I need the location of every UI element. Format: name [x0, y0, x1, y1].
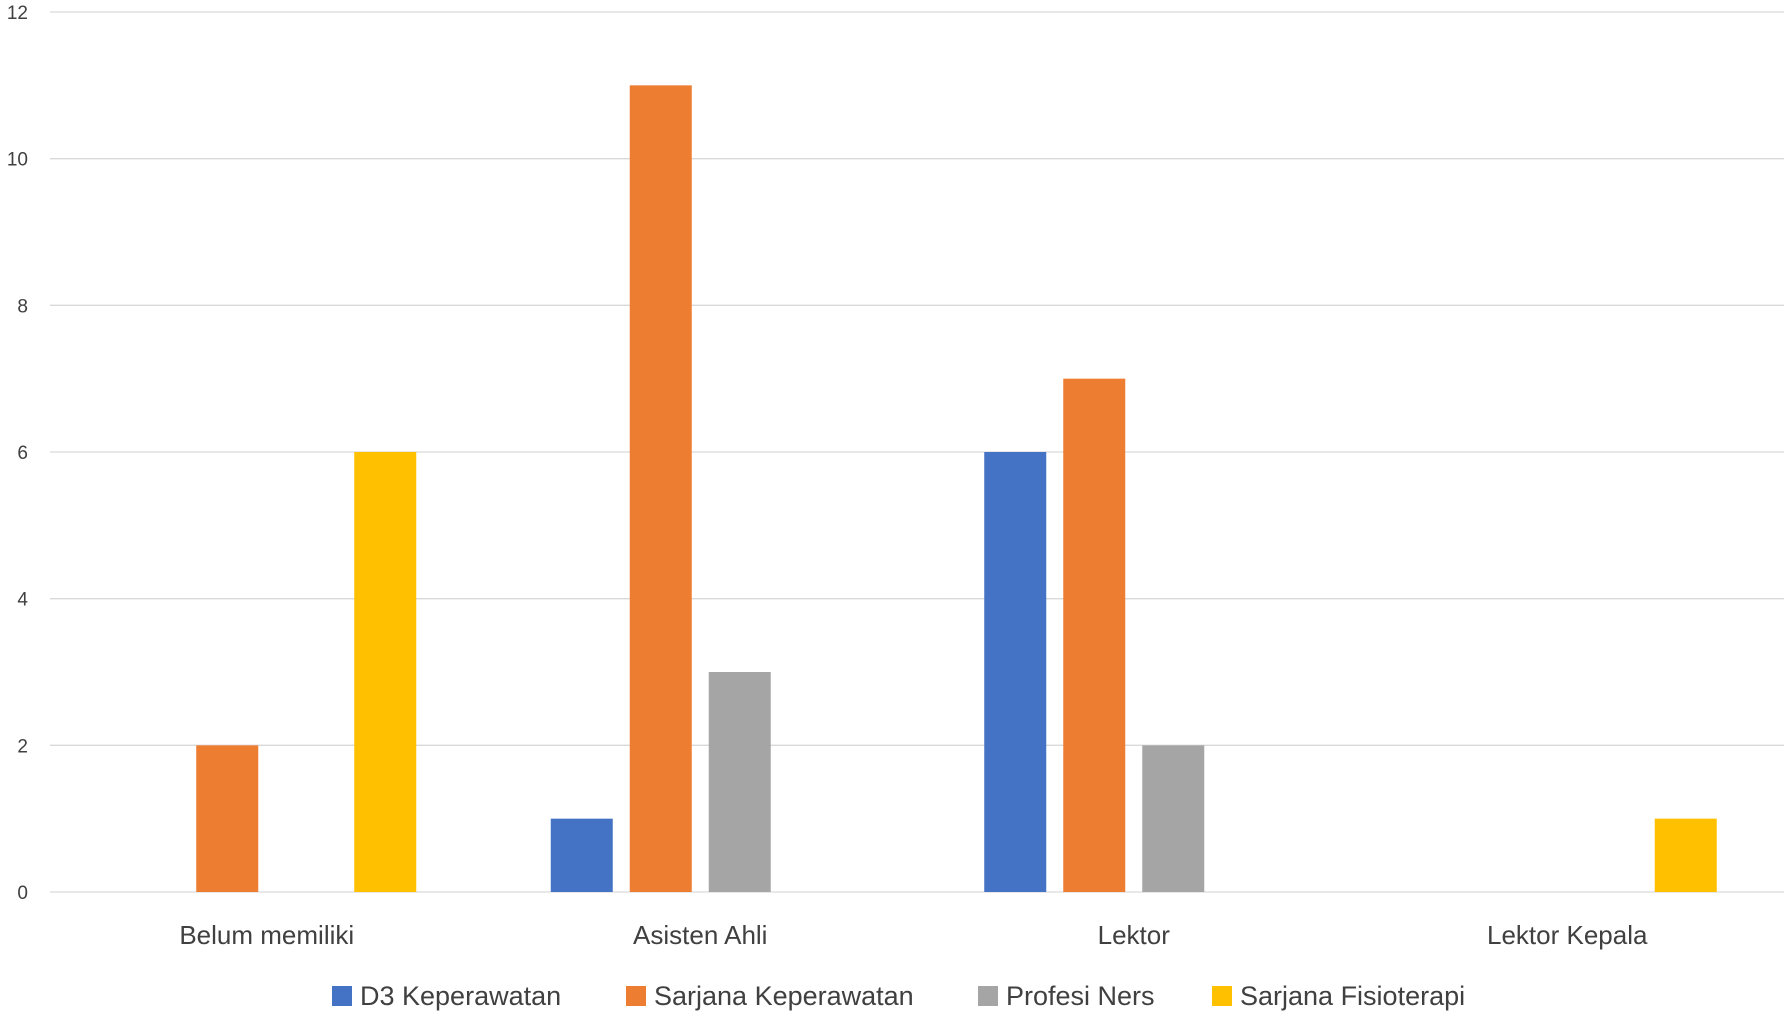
bar [708, 672, 771, 892]
y-tick-label: 4 [17, 590, 28, 611]
legend-swatch [1212, 986, 1232, 1006]
y-tick-label: 2 [17, 736, 28, 757]
bar [1654, 818, 1717, 892]
legend-swatch [332, 986, 352, 1006]
legend-swatch [626, 986, 646, 1006]
legend: D3 Keperawatan Sarjana Keperawatan Profesi… [332, 981, 1465, 1011]
bar [984, 452, 1047, 892]
y-axis-ticks: 0 2 4 6 8 10 12 [7, 3, 29, 904]
x-category-label: Asisten Ahli [633, 920, 767, 950]
legend-label: Sarjana Fisioterapi [1240, 981, 1465, 1011]
y-tick-label: 10 [7, 150, 28, 171]
x-axis-categories: Belum memiliki Asisten Ahli Lektor Lektor K… [179, 920, 1648, 950]
bar [354, 452, 417, 892]
legend-swatch [978, 986, 998, 1006]
x-category-label: Lektor [1098, 920, 1171, 950]
y-tick-label: 12 [7, 3, 28, 24]
legend-label: Profesi Ners [1006, 981, 1155, 1011]
gridlines [50, 11, 1784, 893]
bar [196, 745, 259, 892]
bar [1063, 378, 1126, 893]
y-tick-label: 6 [17, 443, 28, 464]
x-category-label: Lektor Kepala [1487, 920, 1648, 950]
legend-label: Sarjana Keperawatan [654, 981, 914, 1011]
y-tick-label: 8 [17, 296, 28, 317]
bar [629, 85, 692, 893]
bars [196, 85, 1717, 893]
x-category-label: Belum memiliki [179, 920, 354, 950]
legend-label: D3 Keperawatan [360, 981, 561, 1011]
bar [550, 818, 613, 892]
y-tick-label: 0 [17, 883, 28, 904]
bar [1142, 745, 1205, 892]
